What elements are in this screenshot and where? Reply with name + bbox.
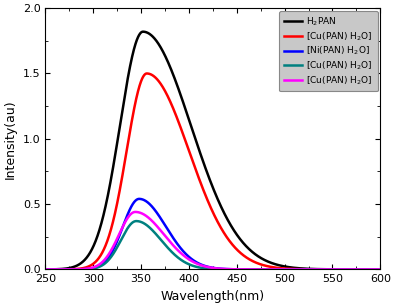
[Cu(PAN) H$_2$O] (335, 268, 340, 271)
[Cu(PAN) H$_2$O] (171, 244, 176, 248)
[Cu(PAN) H$_2$O] (134, 219, 139, 223)
[Cu(PAN) H$_2$O] (81, 267, 86, 271)
[Cu(PAN) H$_2$O] (378, 268, 383, 271)
[Ni(PAN) H$_2$O] (378, 268, 383, 271)
[Cu(PAN) H$_2$O] (186, 262, 191, 266)
H$_2$PAN (141, 30, 145, 33)
H$_2$PAN (371, 268, 376, 271)
Line: H$_2$PAN: H$_2$PAN (45, 32, 380, 270)
[Cu(PAN) H$_2$O] (101, 248, 106, 252)
[Cu(PAN) H$_2$O] (186, 147, 191, 151)
[Ni(PAN) H$_2$O] (186, 255, 191, 258)
[Cu(PAN) H$_2$O] (378, 268, 383, 271)
Line: [Ni(PAN) H$_2$O]: [Ni(PAN) H$_2$O] (45, 199, 380, 270)
[Cu(PAN) H$_2$O] (378, 268, 383, 271)
[Cu(PAN) H$_2$O] (43, 268, 48, 271)
[Cu(PAN) H$_2$O] (371, 268, 376, 271)
X-axis label: Wavelength(nm): Wavelength(nm) (161, 290, 265, 303)
[Cu(PAN) H$_2$O] (43, 268, 48, 271)
[Cu(PAN) H$_2$O] (371, 268, 376, 271)
[Ni(PAN) H$_2$O] (101, 261, 106, 265)
[Cu(PAN) H$_2$O] (335, 268, 340, 271)
H$_2$PAN (101, 214, 106, 217)
[Cu(PAN) H$_2$O] (43, 268, 48, 271)
[Cu(PAN) H$_2$O] (101, 263, 106, 266)
Line: [Cu(PAN) H$_2$O]: [Cu(PAN) H$_2$O] (45, 221, 380, 270)
H$_2$PAN (43, 267, 48, 271)
[Ni(PAN) H$_2$O] (81, 267, 86, 271)
H$_2$PAN (378, 268, 383, 271)
[Cu(PAN) H$_2$O] (81, 266, 86, 270)
Legend: H$_2$PAN, [Cu(PAN) H$_2$O], [Ni(PAN) H$_2$O], [Cu(PAN) H$_2$O], [Cu(PAN) H$_2$O]: H$_2$PAN, [Cu(PAN) H$_2$O], [Ni(PAN) H$_… (279, 11, 378, 91)
Y-axis label: Intensity(au): Intensity(au) (4, 99, 17, 179)
H$_2$PAN (335, 267, 340, 271)
[Cu(PAN) H$_2$O] (145, 72, 149, 75)
[Ni(PAN) H$_2$O] (371, 268, 376, 271)
[Ni(PAN) H$_2$O] (43, 268, 48, 271)
[Cu(PAN) H$_2$O] (81, 267, 86, 271)
[Ni(PAN) H$_2$O] (137, 197, 141, 201)
[Cu(PAN) H$_2$O] (171, 252, 176, 256)
H$_2$PAN (171, 75, 176, 78)
[Cu(PAN) H$_2$O] (133, 210, 138, 214)
[Ni(PAN) H$_2$O] (335, 268, 340, 271)
[Cu(PAN) H$_2$O] (186, 257, 191, 261)
[Cu(PAN) H$_2$O] (101, 259, 106, 263)
[Cu(PAN) H$_2$O] (371, 268, 376, 271)
[Cu(PAN) H$_2$O] (335, 268, 340, 271)
Line: [Cu(PAN) H$_2$O]: [Cu(PAN) H$_2$O] (45, 212, 380, 270)
H$_2$PAN (186, 116, 191, 120)
H$_2$PAN (81, 259, 86, 263)
[Cu(PAN) H$_2$O] (171, 108, 176, 112)
[Ni(PAN) H$_2$O] (171, 237, 176, 241)
Line: [Cu(PAN) H$_2$O]: [Cu(PAN) H$_2$O] (45, 73, 380, 270)
